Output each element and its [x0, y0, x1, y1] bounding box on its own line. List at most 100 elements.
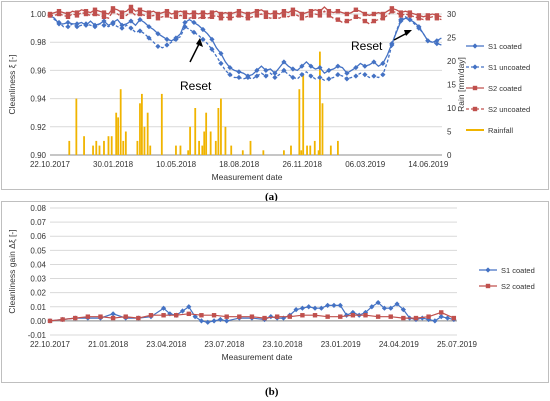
data-point — [401, 315, 406, 321]
data-point — [74, 10, 80, 15]
data-point — [218, 60, 224, 66]
rainfall-bar — [194, 108, 197, 155]
y-tick-label: 0.90 — [30, 151, 46, 160]
x-tick-label: 25.07.2019 — [437, 340, 478, 349]
data-point — [161, 313, 166, 318]
data-point — [263, 73, 269, 79]
rainfall-bar — [309, 145, 312, 155]
rainfall-bar — [329, 145, 332, 155]
y-tick-label: 0.07 — [30, 218, 46, 227]
legend-label: S1 uncoated — [488, 63, 530, 72]
rainfall-bar — [92, 145, 94, 155]
data-point — [353, 7, 359, 12]
data-point — [389, 42, 395, 48]
data-point — [83, 8, 89, 14]
data-point — [236, 69, 242, 75]
data-point — [407, 17, 413, 23]
data-point — [254, 67, 260, 73]
data-point — [191, 14, 197, 20]
data-point — [444, 315, 451, 321]
data-point — [380, 16, 386, 21]
rainfall-bar — [298, 89, 301, 155]
data-point — [101, 10, 107, 15]
data-point — [119, 22, 125, 28]
legend-label: S2 coated — [501, 282, 535, 291]
y2-tick-label: 25 — [447, 34, 456, 43]
rainfall-bar — [262, 150, 265, 155]
rainfall-bar — [140, 93, 143, 155]
data-point — [191, 29, 197, 35]
data-point — [249, 314, 255, 319]
x-tick-label: 23.01.2019 — [321, 340, 362, 349]
y-tick-label: 0.04 — [30, 260, 46, 269]
rainfall-bar — [115, 112, 118, 155]
data-point — [272, 10, 278, 15]
x-tick-label: 24.04.2019 — [379, 340, 420, 349]
annotation-reset: Reset — [351, 39, 383, 53]
rainfall-bar — [187, 150, 190, 155]
data-point — [236, 13, 242, 18]
data-point — [148, 313, 154, 318]
data-point — [224, 318, 230, 324]
chart-b-frame: 0.08 0.07 0.06 0.05 0.04 0.03 0.02 0.01 0.00 -0.0… — [1, 201, 549, 383]
data-point — [47, 13, 53, 18]
data-point — [338, 314, 343, 319]
data-point — [425, 13, 431, 18]
rainfall-bar — [241, 150, 244, 155]
y2-axis-title: Rain [mm/day] — [456, 57, 466, 112]
caption-b: (b) — [265, 386, 279, 398]
data-point — [137, 11, 143, 17]
rainfall-bar — [146, 112, 149, 155]
data-point — [308, 73, 314, 79]
data-point — [335, 63, 341, 69]
data-point — [312, 313, 318, 318]
data-point — [439, 310, 444, 315]
data-point — [164, 42, 170, 48]
legend-label: S2 coated — [488, 84, 522, 93]
chart-a: 1.00 0.98 0.96 0.94 0.92 0.90 30 25 20 15 10 5 0 22.1… — [7, 4, 530, 182]
rainfall-bar — [143, 126, 146, 155]
data-point — [369, 304, 375, 310]
data-point — [416, 16, 422, 21]
rainfall-bar — [179, 145, 182, 155]
data-point — [281, 8, 287, 14]
data-point — [227, 11, 233, 17]
rainfall-bar — [83, 136, 85, 155]
data-point — [290, 7, 296, 12]
rainfall-bar — [319, 51, 321, 155]
data-point — [173, 14, 179, 20]
data-point — [394, 301, 400, 307]
data-point — [174, 313, 179, 318]
data-point — [308, 13, 314, 18]
legend-marker — [472, 43, 478, 49]
y-tick-label: 0.01 — [30, 303, 46, 312]
data-point — [272, 14, 278, 20]
data-point — [262, 315, 267, 321]
legend-marker — [485, 283, 491, 289]
x-tick-label: 22.10.2017 — [30, 160, 71, 169]
rainfall-bar — [149, 145, 152, 155]
data-point — [350, 313, 356, 318]
data-point — [211, 313, 217, 318]
series-line — [49, 14, 442, 77]
x-tick-label: 30.01.2018 — [93, 160, 134, 169]
y2-tick-label: 15 — [447, 81, 456, 90]
data-point — [101, 14, 107, 20]
data-point — [388, 314, 393, 319]
legend-marker — [485, 267, 491, 273]
data-point — [400, 307, 406, 313]
rainfall-bar — [107, 136, 110, 155]
rainfall-bar — [224, 126, 227, 155]
y-tick-label: 0.08 — [30, 204, 46, 213]
x-tick-label: 22.10.2017 — [30, 340, 71, 349]
y-tick-label: -0.01 — [28, 331, 47, 340]
data-point — [317, 8, 323, 14]
rainfall-bar — [175, 145, 177, 155]
data-point — [182, 14, 188, 20]
y2-tick-label: 20 — [447, 57, 456, 66]
data-point — [173, 36, 179, 42]
data-point — [182, 24, 188, 30]
data-point — [326, 13, 332, 18]
data-point — [389, 8, 395, 14]
